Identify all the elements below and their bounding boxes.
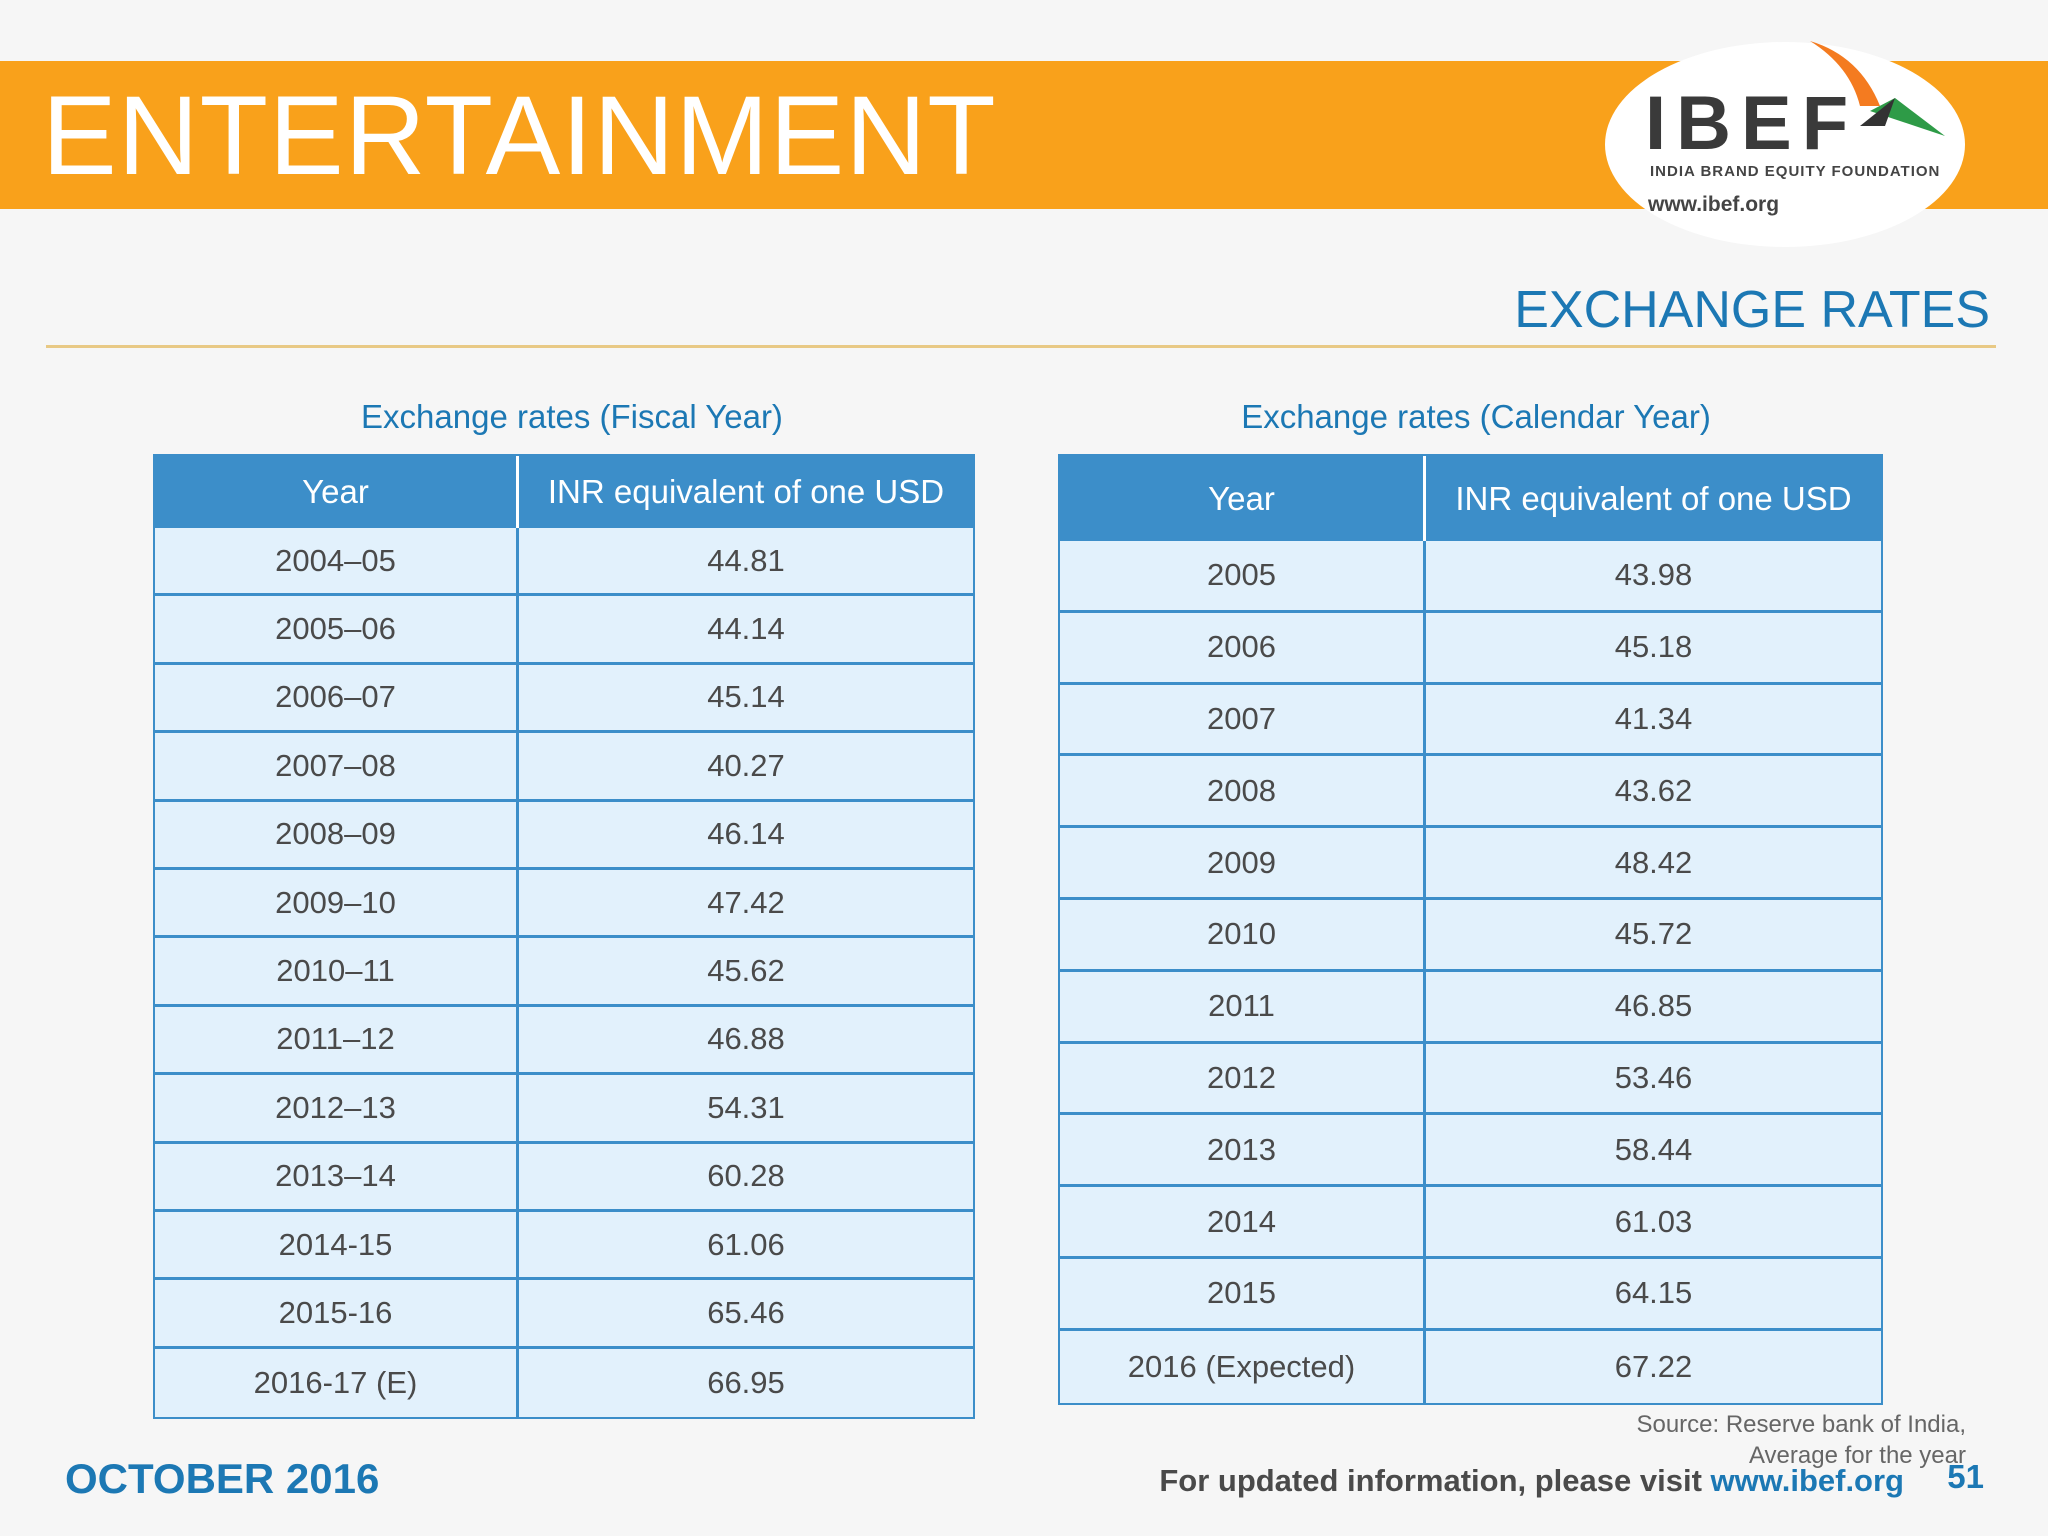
table-cell: 58.44 (1423, 1115, 1881, 1188)
table-cell: 2014-15 (155, 1212, 516, 1281)
table-cell: 2006 (1060, 613, 1423, 685)
logo-tagline: INDIA BRAND EQUITY FOUNDATION (1650, 163, 1941, 180)
table-cell: 66.95 (516, 1348, 973, 1418)
table-cell: 43.62 (1423, 756, 1881, 829)
table-cell: 48.42 (1423, 828, 1881, 900)
table-cell: 2015 (1060, 1259, 1423, 1331)
table-cell: 40.27 (516, 733, 973, 802)
table-cell: 2008–09 (155, 802, 516, 870)
table-cell: 2011 (1060, 972, 1423, 1044)
footer-date: OCTOBER 2016 (65, 1455, 380, 1502)
footer-note: For updated information, please visit ww… (1159, 1463, 1904, 1499)
table-caption: Exchange rates (Fiscal Year) (361, 398, 783, 435)
source-line: Average for the year (1748, 1442, 1966, 1469)
source-line: Source: Reserve bank of India, (1636, 1411, 1966, 1438)
header-cell: INR equivalent of one USD (516, 456, 973, 528)
table-cell: 2012 (1060, 1044, 1423, 1116)
logo-url: www.ibef.org (1648, 193, 1780, 216)
table-cell: 2009–10 (155, 870, 516, 939)
table-cell: 2010 (1060, 900, 1423, 972)
footer-text: For updated information, please visit (1159, 1463, 1702, 1498)
table-cell: 43.98 (1423, 541, 1881, 613)
table-cell: 53.46 (1423, 1043, 1881, 1116)
table-cell: 2009 (1060, 828, 1423, 900)
table-cell: 2005 (1060, 541, 1423, 613)
table-cell: 61.03 (1423, 1187, 1881, 1259)
table-cell: 2016 (Expected) (1127, 1348, 1356, 1384)
page-number: 51 (1947, 1458, 1984, 1495)
table: Year INR equivalent of one USD 2004–05 44.8… (153, 454, 975, 1420)
table-cell: 2016-17 (E) (253, 1364, 418, 1400)
table-cell: 2013 (1060, 1115, 1423, 1188)
table-cell: 2005–06 (155, 596, 516, 665)
table-cell: 2008 (1060, 756, 1423, 829)
table-cell: 2013–14 (155, 1144, 516, 1212)
table-cell: 61.06 (516, 1212, 973, 1281)
table-cell: 41.34 (1423, 684, 1881, 757)
table-cell: 46.14 (516, 801, 973, 870)
table-cell: 2004–05 (155, 528, 516, 597)
logo-badge (1605, 42, 1965, 247)
slide-title: ENTERTAINMENT (42, 73, 997, 198)
table-cell: 46.85 (1423, 971, 1881, 1044)
header-cell: Year (1060, 456, 1423, 541)
table-cell: 47.42 (516, 870, 973, 939)
table-cell: 2010–11 (155, 938, 516, 1007)
table-cell: 2014 (1060, 1187, 1423, 1259)
table-cell: 2012–13 (155, 1075, 516, 1144)
table-cell: 60.28 (516, 1143, 973, 1212)
table-cell: 67.22 (1423, 1330, 1881, 1403)
table-cell: 64.15 (1423, 1259, 1881, 1331)
table-cell: 45.72 (1423, 900, 1881, 972)
logo-bird (1810, 41, 1945, 136)
table-cell: 2007 (1060, 685, 1423, 757)
table-cell: 44.14 (516, 596, 973, 665)
table-cell: 44.81 (516, 528, 973, 597)
table: Year INR equivalent of one USD 2005 43.98 20… (1058, 454, 1883, 1405)
table-cell: 2006–07 (155, 665, 516, 734)
logo-name: IBEF (1645, 81, 1859, 166)
table-cell: 45.62 (516, 938, 973, 1007)
table-cell: 45.14 (516, 664, 973, 734)
footer-url[interactable]: www.ibef.org (1710, 1463, 1904, 1498)
table-cell: 45.18 (1423, 612, 1881, 685)
table-cell: 2007–08 (155, 733, 516, 802)
section-title: EXCHANGE RATES (1514, 281, 1990, 339)
header-cell: INR equivalent of one USD (1423, 456, 1881, 541)
table-cell: 2015-16 (155, 1280, 516, 1349)
table-caption: Exchange rates (Calendar Year) (1241, 398, 1711, 435)
table-cell: 46.88 (516, 1006, 973, 1076)
divider (46, 345, 1996, 348)
table-cell: 54.31 (516, 1075, 973, 1144)
table-cell: 2011–12 (155, 1007, 516, 1076)
header-cell: Year (155, 456, 516, 528)
table-cell: 65.46 (516, 1280, 973, 1349)
